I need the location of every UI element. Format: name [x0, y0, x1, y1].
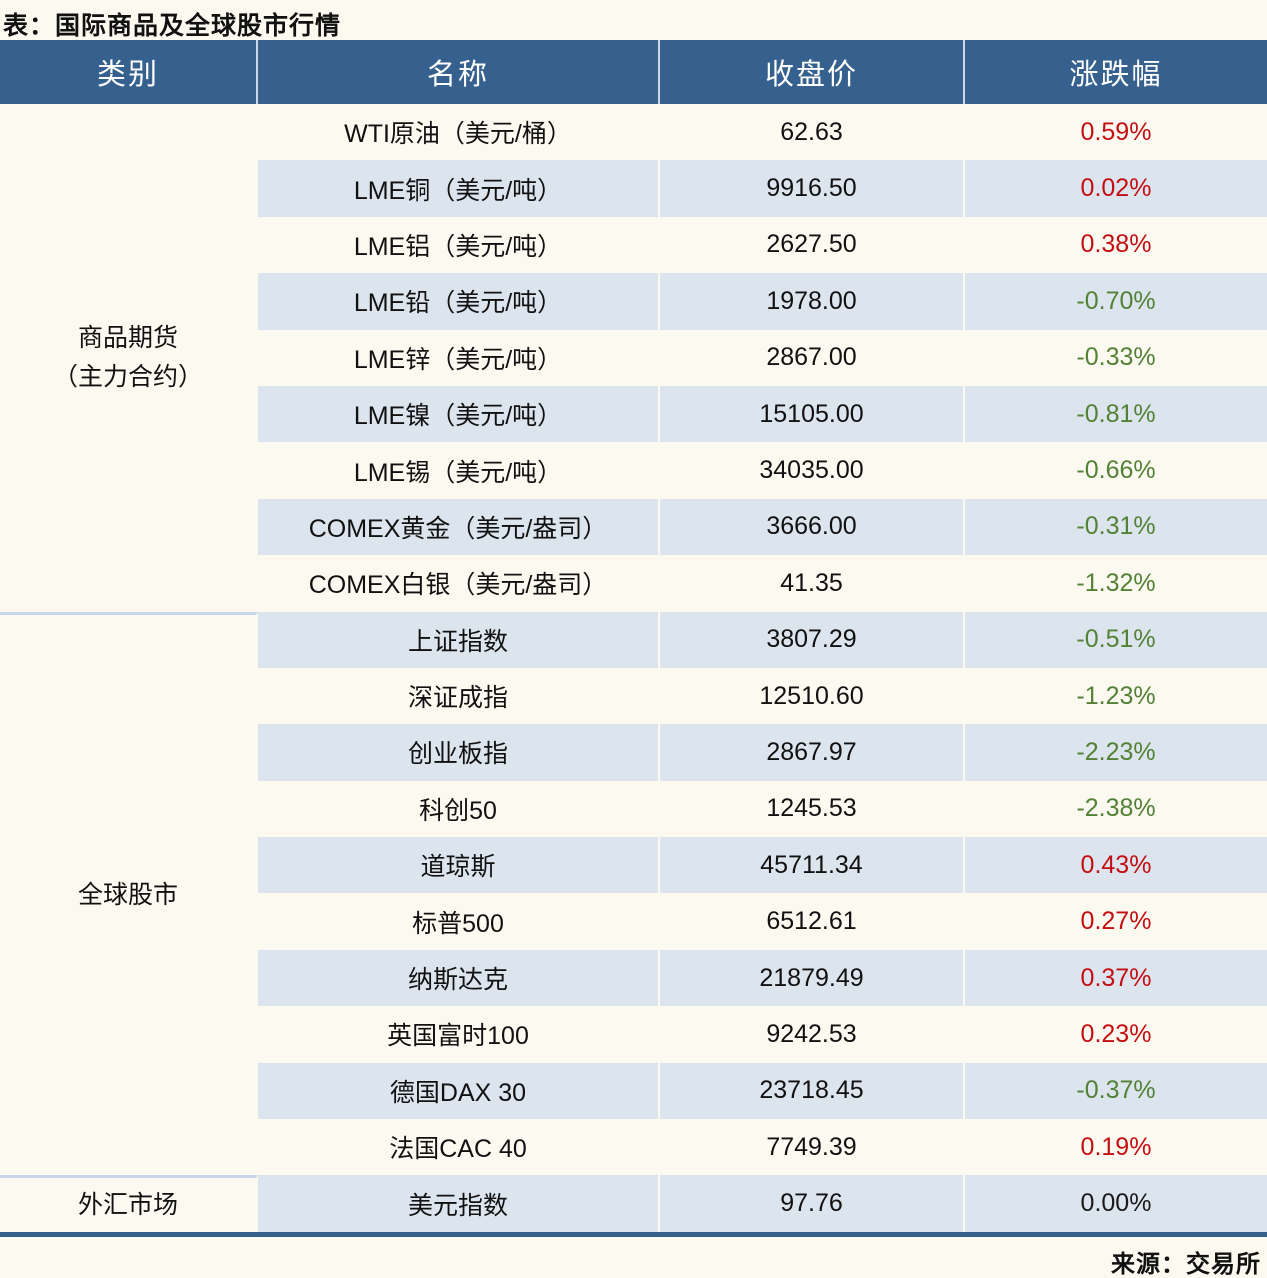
change-percent-cell: -0.33% [1076, 343, 1156, 372]
instrument-name-cell: LME锌（美元/吨） [258, 329, 660, 386]
instrument-name-cell: LME锡（美元/吨） [258, 442, 660, 499]
category-label-line: 商品期货 [77, 324, 178, 352]
change-percent-cell: -0.51% [965, 611, 1267, 668]
category-cell: 外汇市场 [0, 1175, 258, 1232]
instrument-name-cell: LME镍（美元/吨） [258, 385, 660, 443]
change-percent-cell: -2.23% [965, 724, 1267, 781]
table-body: 商品期货 （主力合约） WTI原油（美元/桶） 62.63 0.59% LME铜（美元/吨… [0, 104, 1267, 1232]
change-percent-cell: -1.32% [1076, 568, 1156, 597]
table-bottom-border [0, 1231, 1267, 1237]
close-price-cell: 1978.00 [660, 273, 965, 330]
change-percent-cell: -2.38% [1076, 794, 1156, 823]
close-price-cell: 41.35 [660, 555, 965, 612]
change-percent-cell: 0.23% [1080, 1019, 1152, 1048]
close-price-cell: 2627.50 [660, 216, 965, 274]
close-price-cell: 7749.39 [660, 1119, 965, 1176]
change-percent-cell: -0.70% [965, 273, 1267, 330]
category-label-line: 全球股市 [77, 880, 178, 909]
instrument-name-cell: 创业板指 [258, 724, 660, 781]
category-cell: 商品期货 （主力合约） [0, 104, 258, 612]
change-percent-cell: 0.37% [965, 949, 1267, 1007]
instrument-name-cell: 法国CAC 40 [258, 1119, 660, 1176]
close-price-cell: 1245.53 [660, 780, 965, 838]
source-note: 来源：交易所 [1111, 1250, 1261, 1278]
close-price-cell: 9916.50 [660, 160, 965, 217]
close-price-cell: 2867.97 [660, 724, 965, 781]
instrument-name-cell: 英国富时100 [258, 1006, 660, 1063]
instrument-name-cell: COMEX黄金（美元/盎司） [258, 498, 660, 556]
change-percent-cell: 0.59% [1080, 117, 1152, 146]
instrument-name-cell: 上证指数 [258, 611, 660, 668]
instrument-name-cell: LME铝（美元/吨） [258, 216, 660, 274]
instrument-name-cell: 标普500 [258, 893, 660, 950]
header-cell-close: 收盘价 [660, 40, 965, 104]
change-percent-cell: 0.27% [1080, 907, 1152, 936]
change-percent-cell: -0.37% [965, 1062, 1267, 1120]
instrument-name-cell: 德国DAX 30 [258, 1062, 660, 1120]
category-label-line: （主力合约） [52, 362, 203, 391]
header-cell-change: 涨跌幅 [1069, 59, 1163, 91]
change-percent-cell: -0.66% [1076, 456, 1156, 485]
header-cell-name: 名称 [258, 40, 660, 104]
change-percent-cell: 0.43% [965, 837, 1267, 894]
close-price-cell: 34035.00 [660, 442, 965, 499]
close-price-cell: 15105.00 [660, 385, 965, 443]
change-percent-cell: 0.00% [965, 1175, 1267, 1232]
close-price-cell: 23718.45 [660, 1062, 965, 1120]
change-percent-cell: -0.81% [965, 385, 1267, 443]
close-price-cell: 3807.29 [660, 611, 965, 668]
page-title: 表：国际商品及全球股市行情 [3, 12, 342, 40]
instrument-name-cell: WTI原油（美元/桶） [258, 104, 660, 161]
instrument-name-cell: LME铜（美元/吨） [258, 160, 660, 217]
category-cell: 全球股市 [0, 611, 258, 1176]
close-price-cell: 9242.53 [660, 1006, 965, 1063]
change-percent-cell: 0.02% [965, 160, 1267, 217]
change-percent-cell: -0.31% [965, 498, 1267, 556]
close-price-cell: 62.63 [660, 104, 965, 161]
close-price-cell: 97.76 [660, 1175, 965, 1232]
change-percent-cell: 0.19% [1080, 1132, 1152, 1161]
close-price-cell: 45711.34 [660, 837, 965, 894]
close-price-cell: 2867.00 [660, 329, 965, 386]
instrument-name-cell: 科创50 [258, 780, 660, 838]
change-percent-cell: 0.38% [1080, 230, 1152, 259]
instrument-name-cell: 美元指数 [258, 1175, 660, 1232]
instrument-name-cell: COMEX白银（美元/盎司） [258, 555, 660, 612]
close-price-cell: 6512.61 [660, 893, 965, 950]
change-percent-cell: -1.23% [1076, 681, 1156, 710]
instrument-name-cell: 深证成指 [258, 667, 660, 725]
close-price-cell: 21879.49 [660, 949, 965, 1007]
header-cell-category: 类别 [0, 40, 258, 104]
close-price-cell: 12510.60 [660, 667, 965, 725]
table-header-row: 类别 名称 收盘价 涨跌幅 [0, 40, 1267, 104]
instrument-name-cell: 纳斯达克 [258, 949, 660, 1007]
instrument-name-cell: LME铅（美元/吨） [258, 273, 660, 330]
category-label-line: 外汇市场 [77, 1190, 178, 1219]
instrument-name-cell: 道琼斯 [258, 837, 660, 894]
close-price-cell: 3666.00 [660, 498, 965, 556]
